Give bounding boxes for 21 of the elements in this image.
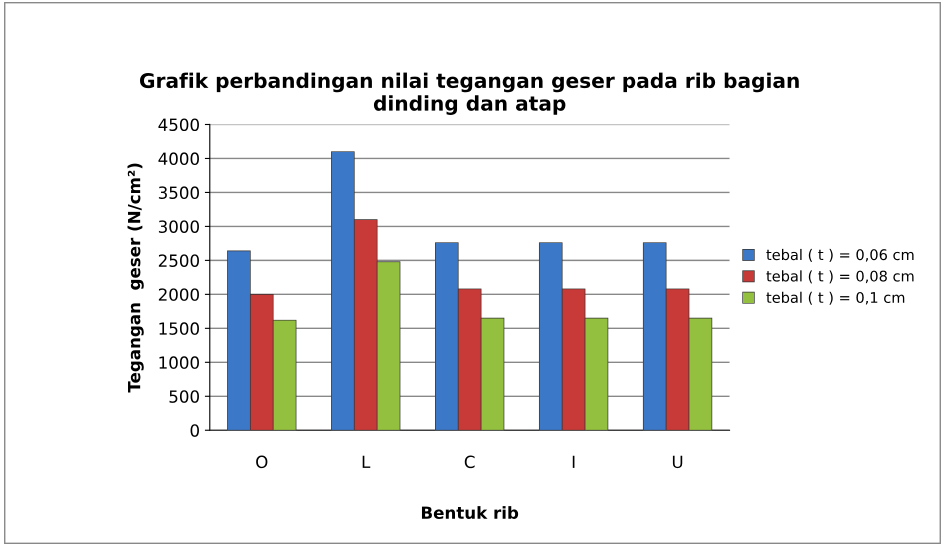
y-tick-label: 3000 [158, 220, 199, 233]
x-tick-label: U [672, 456, 682, 468]
y-tick-label: 2500 [158, 254, 199, 267]
y-tick-label: 4000 [158, 152, 199, 166]
y-tick-label: 2000 [158, 288, 199, 301]
y-axis-title: Tegangan geser (N/cm²) [128, 164, 144, 393]
legend-label: tebal ( t ) = 0,1 cm [766, 292, 904, 305]
y-tick-label: 4500 [158, 118, 199, 132]
legend-label: tebal ( t ) = 0,06 cm [766, 248, 914, 262]
y-tick-label: 1000 [159, 356, 199, 369]
y-tick-label: 500 [170, 390, 199, 403]
x-tick-label: O [256, 456, 268, 468]
y-tick-label: 3500 [158, 186, 199, 200]
y-tick-label: 0 [190, 424, 199, 437]
x-tick-label: L [362, 456, 370, 468]
chart-title: Grafik perbandingan nilai tegangan geser pada rib bagian dinding dan atap [140, 72, 799, 115]
y-tick-label: 1500 [159, 322, 199, 335]
x-tick-label: I [572, 456, 574, 468]
x-axis-title: Bentuk rib [422, 506, 518, 519]
legend-label: tebal ( t ) = 0,08 cm [766, 270, 914, 284]
x-tick-label: C [464, 456, 475, 468]
